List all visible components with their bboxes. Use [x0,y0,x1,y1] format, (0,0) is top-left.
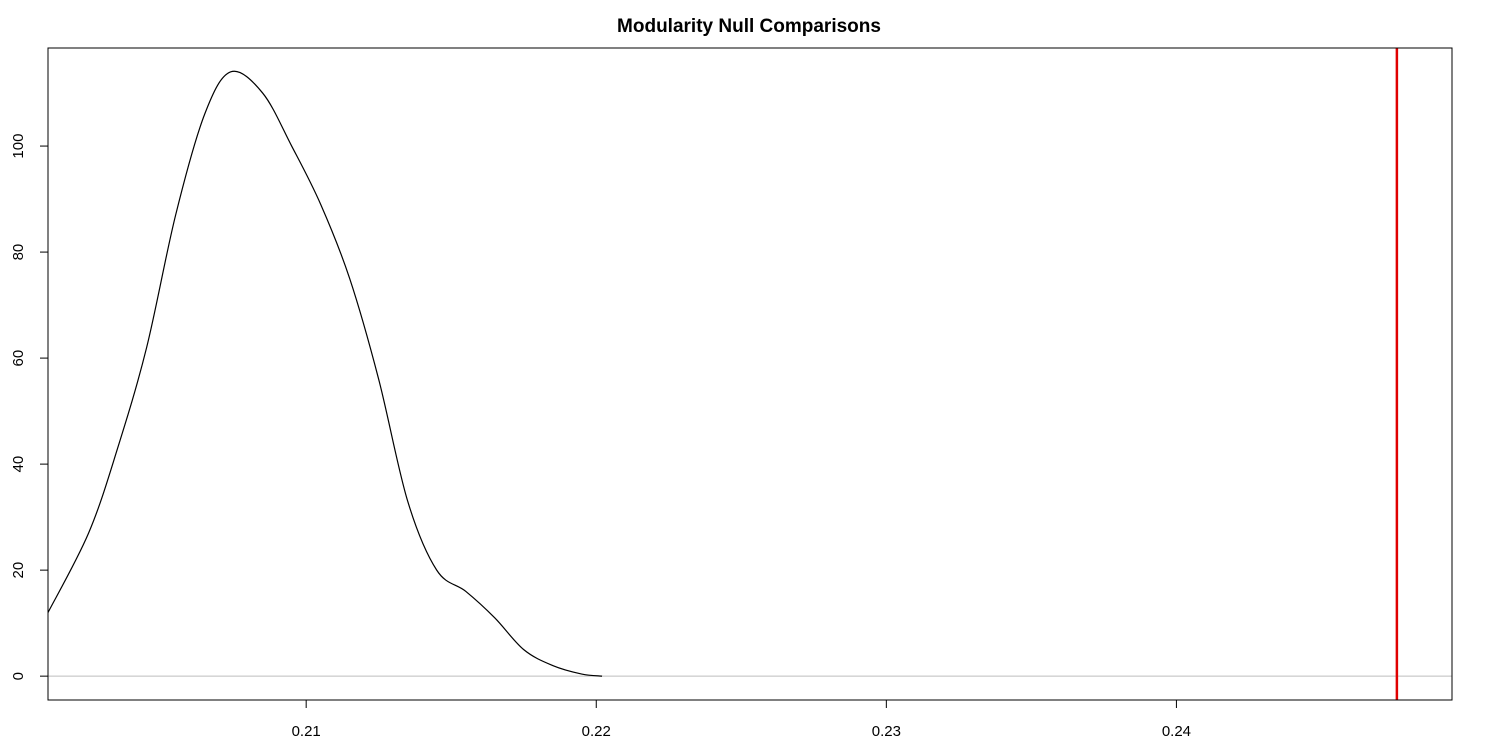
y-axis: 0 20 40 60 80 100 [10,134,48,680]
plot-frame [47,47,1453,701]
y-tick-label: 100 [10,134,27,159]
x-axis: 0.21 0.22 0.23 0.24 [292,700,1191,740]
x-tick-label: 0.21 [292,723,321,740]
y-tick-label: 0 [10,672,27,680]
y-tick-label: 20 [10,562,27,579]
y-tick-label: 80 [10,244,27,261]
x-tick-label: 0.23 [872,723,901,740]
chart-title: Modularity Null Comparisons [617,16,881,37]
y-tick-label: 40 [10,456,27,473]
y-tick-label: 60 [10,350,27,367]
x-tick-label: 0.24 [1162,723,1191,740]
x-tick-label: 0.22 [582,723,611,740]
density-curve [47,70,603,677]
